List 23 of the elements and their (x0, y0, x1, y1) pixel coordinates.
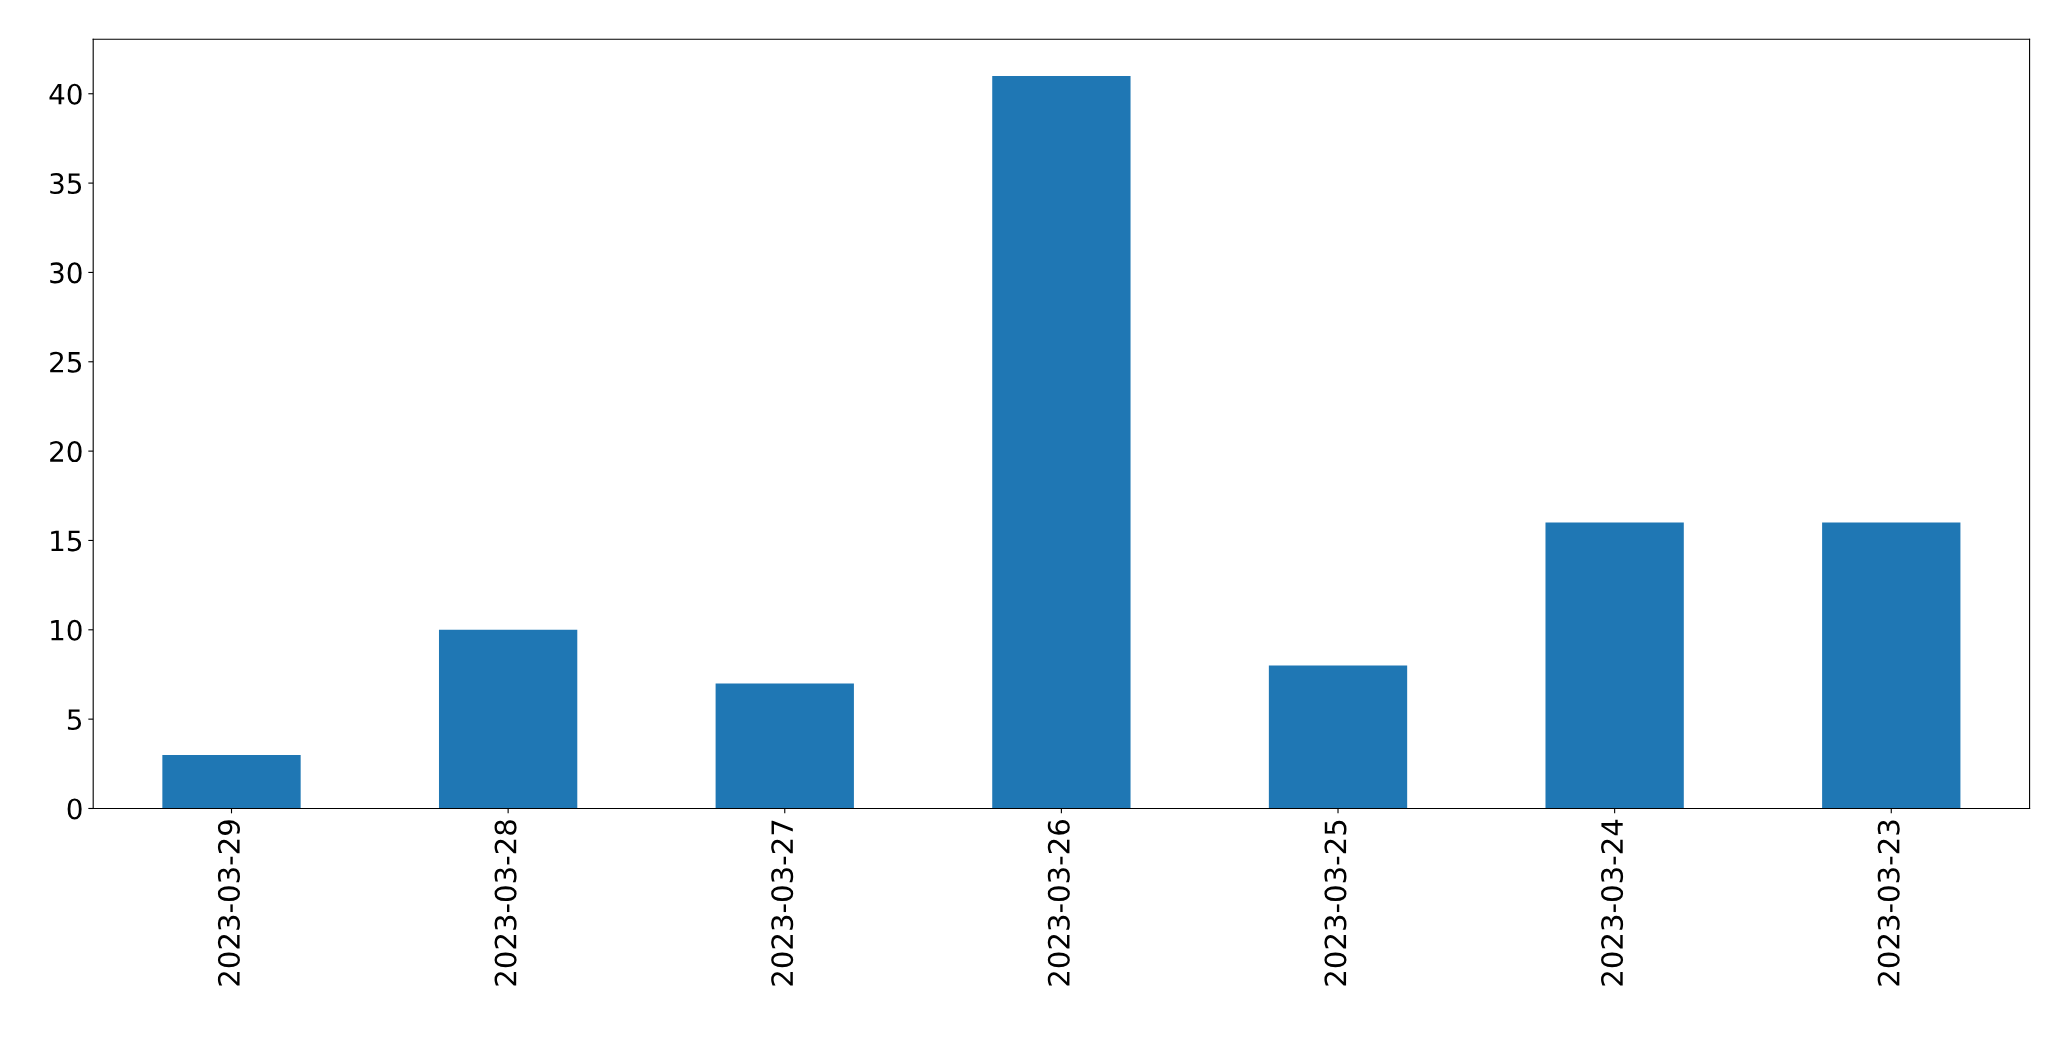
y-tick-label: 5 (67, 709, 82, 731)
x-tick-label: 2023-03-28 (494, 820, 517, 986)
bar (715, 683, 854, 809)
bar (1268, 665, 1408, 809)
bar (992, 75, 1131, 809)
y-tick-label: 15 (51, 530, 82, 552)
x-tick-label: 2023-03-23 (1877, 820, 1900, 986)
bar (1822, 522, 1961, 809)
x-tick-label: 2023-03-29 (217, 820, 240, 986)
y-tick-label: 20 (50, 441, 82, 463)
y-tick-label: 35 (50, 173, 82, 195)
y-tick-label: 10 (51, 619, 82, 641)
y-tick-label: 25 (50, 351, 82, 373)
x-tick-label: 2023-03-25 (1324, 820, 1347, 986)
bar (1545, 522, 1684, 809)
y-tick-label: 30 (50, 262, 82, 284)
x-tick-label: 2023-03-26 (1047, 820, 1070, 986)
y-tick-label: 40 (49, 83, 82, 105)
bar (162, 754, 301, 809)
bar (438, 629, 578, 809)
y-tick-label: 0 (67, 798, 82, 820)
x-tick-label: 2023-03-27 (771, 820, 794, 986)
x-tick-label: 2023-03-24 (1601, 819, 1624, 986)
